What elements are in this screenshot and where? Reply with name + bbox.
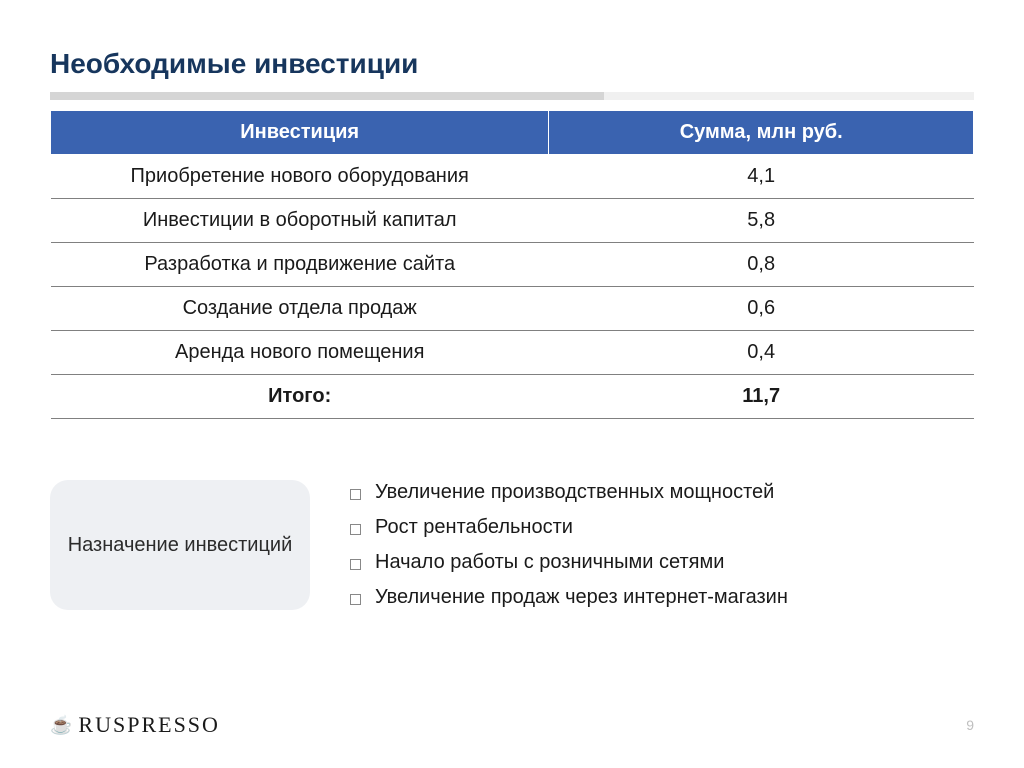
cell-name: Приобретение нового оборудования [51, 155, 549, 199]
cell-sum: 0,6 [549, 287, 974, 331]
col-header-investment: Инвестиция [51, 111, 549, 155]
title-divider [50, 92, 974, 100]
cell-sum: 0,4 [549, 331, 974, 375]
table-row: Разработка и продвижение сайта 0,8 [51, 243, 974, 287]
cell-name: Разработка и продвижение сайта [51, 243, 549, 287]
table-row: Аренда нового помещения 0,4 [51, 331, 974, 375]
bullet-text: Увеличение продаж через интернет-магазин [375, 586, 788, 609]
cell-sum: 0,8 [549, 243, 974, 287]
bullet-item: Увеличение продаж через интернет-магазин [350, 580, 788, 615]
table-row: Приобретение нового оборудования 4,1 [51, 155, 974, 199]
cell-name: Создание отдела продаж [51, 287, 549, 331]
bullet-item: Начало работы с розничными сетями [350, 545, 788, 580]
bullet-item: Рост рентабельности [350, 510, 788, 545]
table-row: Инвестиции в оборотный капитал 5,8 [51, 199, 974, 243]
bullet-text: Начало работы с розничными сетями [375, 551, 724, 574]
purpose-bullets: Увеличение производственных мощностей Ро… [350, 475, 788, 615]
purpose-callout: Назначение инвестиций [50, 480, 310, 610]
coffee-cup-icon: ☕ [50, 715, 74, 736]
cell-sum: 5,8 [549, 199, 974, 243]
investments-table: Инвестиция Сумма, млн руб. Приобретение … [50, 110, 974, 419]
slide-title: Необходимые инвестиции [50, 48, 974, 80]
bullet-text: Рост рентабельности [375, 516, 573, 539]
cell-name: Инвестиции в оборотный капитал [51, 199, 549, 243]
col-header-sum: Сумма, млн руб. [549, 111, 974, 155]
lower-block: Назначение инвестиций Увеличение произво… [50, 475, 974, 615]
table-row: Создание отдела продаж 0,6 [51, 287, 974, 331]
total-label: Итого: [51, 375, 549, 419]
logo: ☕ RUSPRESSO [50, 712, 220, 738]
slide-footer: ☕ RUSPRESSO 9 [50, 712, 974, 738]
total-sum: 11,7 [549, 375, 974, 419]
bullet-text: Увеличение производственных мощностей [375, 481, 774, 504]
logo-text: RUSPRESSO [78, 712, 220, 738]
table-total-row: Итого: 11,7 [51, 375, 974, 419]
bullet-item: Увеличение производственных мощностей [350, 475, 788, 510]
table-header-row: Инвестиция Сумма, млн руб. [51, 111, 974, 155]
page-number: 9 [966, 717, 974, 733]
cell-sum: 4,1 [549, 155, 974, 199]
callout-label: Назначение инвестиций [68, 532, 293, 559]
cell-name: Аренда нового помещения [51, 331, 549, 375]
